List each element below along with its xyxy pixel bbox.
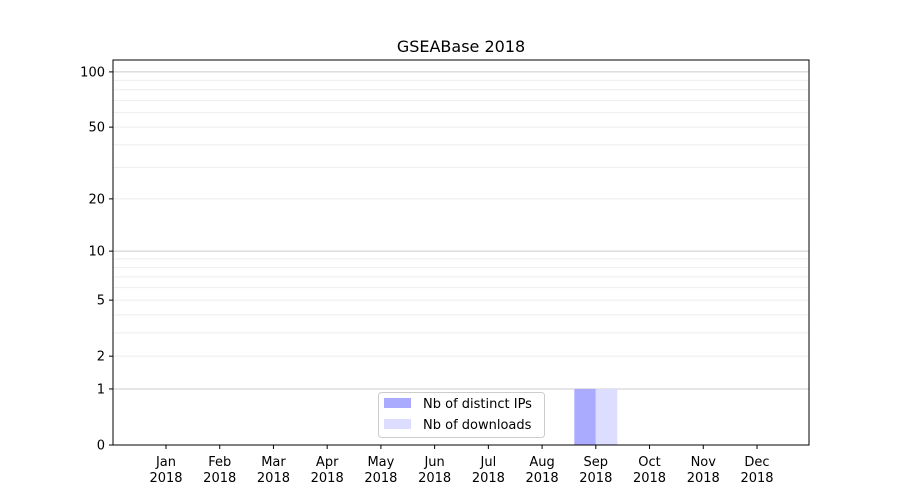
x-tick-label: Oct 2018 [633, 455, 666, 486]
y-tick-label: 1 [97, 382, 105, 397]
x-tick-label: Feb 2018 [203, 455, 236, 486]
chart-title: GSEABase 2018 [397, 37, 525, 56]
bar-downloads-sep [595, 388, 618, 445]
x-tick-label: Mar 2018 [257, 455, 290, 486]
x-tick-label: Jul 2018 [472, 455, 505, 486]
legend: Nb of distinct IPs Nb of downloads [378, 392, 545, 438]
legend-label: Nb of downloads [423, 418, 532, 433]
y-tick-label: 10 [88, 245, 105, 260]
y-tick-label: 0 [97, 439, 105, 454]
y-tick-label: 5 [97, 294, 105, 309]
x-tick-label: Apr 2018 [311, 455, 344, 486]
x-tick-label: Aug 2018 [526, 455, 559, 486]
x-tick-label: Jun 2018 [418, 455, 451, 486]
x-tick-label: Dec 2018 [740, 455, 773, 486]
x-tick-label: Nov 2018 [687, 455, 720, 486]
y-tick-label: 20 [88, 192, 105, 207]
bar-distinct-ips-sep [574, 388, 596, 445]
y-tick-label: 2 [97, 350, 105, 365]
x-tick-label: May 2018 [364, 455, 397, 486]
x-tick-label: Jan 2018 [149, 455, 182, 486]
legend-box [378, 392, 545, 438]
legend-swatch [384, 398, 411, 408]
y-tick-label: 50 [88, 121, 105, 136]
legend-swatch [384, 419, 411, 429]
plot-frame [112, 59, 810, 446]
x-tick-label: Sep 2018 [579, 455, 612, 486]
legend-label: Nb of distinct IPs [423, 397, 532, 412]
y-tick-label: 100 [80, 65, 105, 80]
